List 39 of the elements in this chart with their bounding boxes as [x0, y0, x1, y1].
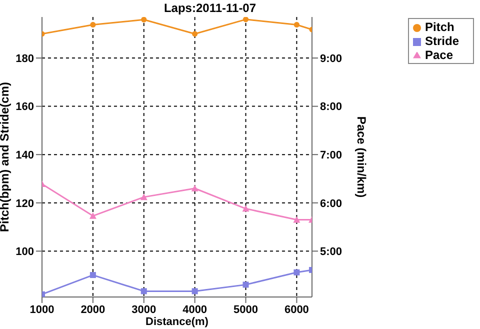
y-axis-title: Pitch(bpm) and Stride(cm) [0, 82, 12, 232]
point [191, 184, 198, 192]
y2-axis-title: Pace (min/km) [354, 116, 369, 198]
legend-label: Pace [424, 48, 454, 62]
point [242, 205, 250, 212]
point [140, 288, 147, 294]
point [90, 272, 96, 278]
x-tick-label: 2000 [80, 304, 106, 316]
y-tick-label: 160 [16, 101, 34, 114]
point [294, 22, 300, 28]
x-tick-label: 5000 [234, 304, 258, 316]
y2-tick-label: 9:00 [320, 52, 342, 65]
y-tick-label: 140 [16, 149, 34, 162]
point [89, 212, 96, 219]
point [242, 17, 249, 22]
x-tick-label: 4000 [182, 304, 208, 316]
legend-label: Stride [424, 34, 459, 48]
point [90, 22, 96, 28]
point [140, 194, 148, 200]
point [192, 31, 198, 37]
x-tick-label: 6000 [284, 304, 309, 316]
legend-label: Pitch [424, 20, 454, 34]
y-tick-label: 120 [16, 198, 34, 210]
point [294, 269, 300, 276]
x-tick-label: 3000 [132, 304, 156, 316]
line-series [42, 17, 312, 37]
point [192, 288, 198, 294]
y2-tick-label: 5:00 [320, 246, 342, 258]
x-tick-label: 1000 [30, 304, 54, 316]
y2-tick-label: 8:00 [320, 101, 342, 114]
x-axis-title: Distance(m) [146, 316, 209, 328]
chart-title: Laps:2011-11-07 [162, 1, 258, 15]
point [293, 216, 300, 223]
y2-tick-label: 6:00 [320, 198, 342, 210]
point [141, 17, 147, 22]
y-tick-label: 100 [16, 246, 34, 258]
y2-tick-label: 7:00 [320, 149, 342, 162]
point [242, 282, 249, 288]
y-tick-label: 180 [16, 52, 34, 65]
